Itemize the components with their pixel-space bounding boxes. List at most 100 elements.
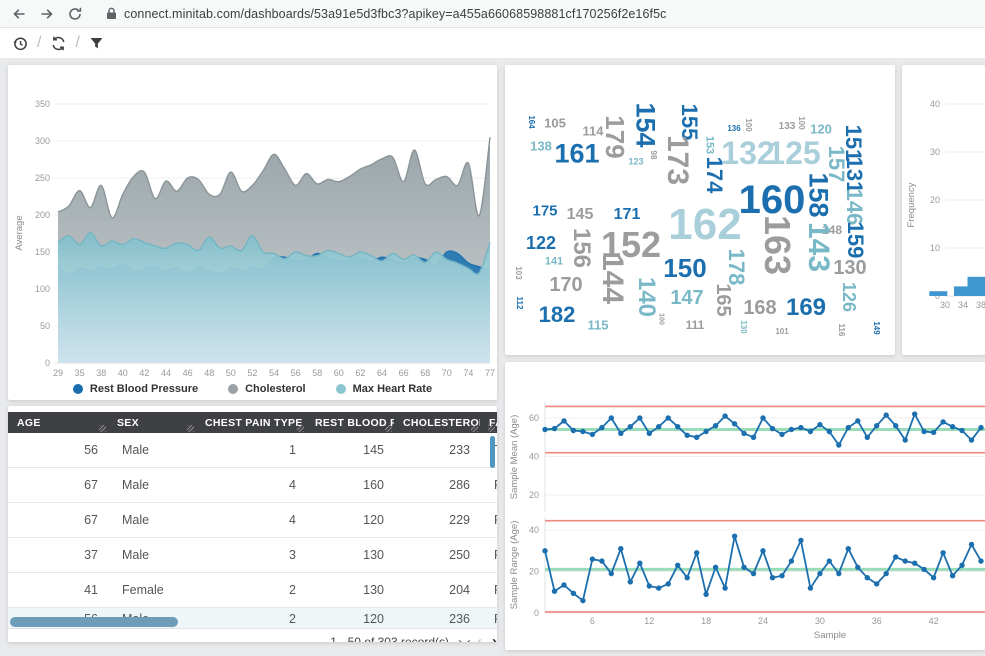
svg-text:0: 0 xyxy=(45,358,50,368)
wordcloud-word: 145 xyxy=(566,206,594,223)
refresh-button[interactable] xyxy=(46,31,70,55)
browser-back-button[interactable] xyxy=(8,3,30,25)
table-row[interactable]: 67 Male 4 160 286 Fa xyxy=(8,468,497,503)
svg-text:Sample: Sample xyxy=(814,630,846,641)
svg-text:60: 60 xyxy=(334,368,344,378)
legend-item-max-heart-rate[interactable]: Max Heart Rate xyxy=(335,383,432,395)
wordcloud-word: 173 xyxy=(661,134,694,186)
table-cell: Male xyxy=(122,443,150,457)
column-header-sex[interactable]: SEX xyxy=(108,412,196,433)
svg-text:48: 48 xyxy=(204,368,214,378)
url-text[interactable]: connect.minitab.com/dashboards/53a91e5d3… xyxy=(124,6,667,21)
xbar-r-chart: 20 40 60 Sample Mean (Age) 0 20 40 Sample Range… xyxy=(509,402,985,641)
wordcloud-word: 123 xyxy=(628,156,644,167)
svg-text:35: 35 xyxy=(75,368,85,378)
svg-text:100: 100 xyxy=(35,284,50,294)
column-header-fas[interactable]: FAS xyxy=(480,412,497,433)
area-chart: 0 50 100 150 200 250 300 350 Average 29 35 38 40 42 44… xyxy=(14,99,495,378)
svg-text:0: 0 xyxy=(534,608,539,618)
wordcloud-word: 163 xyxy=(757,214,798,276)
legend-label: Cholesterol xyxy=(245,383,306,395)
back-arrow-icon xyxy=(13,8,25,19)
wordcloud-word: 100 xyxy=(797,116,806,130)
table-cell: Fa xyxy=(480,503,497,537)
wordcloud-word: 168 xyxy=(743,297,777,319)
horizontal-scrollbar-thumb[interactable] xyxy=(10,617,178,627)
control-chart-panel: 20 40 60 Sample Mean (Age) 0 20 40 Sample Range… xyxy=(505,362,985,650)
prev-page-button[interactable]: ‹ xyxy=(477,633,482,642)
svg-text:50: 50 xyxy=(226,368,236,378)
url-box[interactable]: connect.minitab.com/dashboards/53a91e5d3… xyxy=(106,7,667,21)
table-cell: Fa xyxy=(480,468,497,502)
table-cell: 229 xyxy=(449,513,470,527)
page-size-chevron-down-icon[interactable] xyxy=(458,634,471,642)
wordcloud-word: 130 xyxy=(833,257,867,279)
svg-text:Average: Average xyxy=(14,215,25,250)
table-cell: 286 xyxy=(449,478,470,492)
table-cell: 41 xyxy=(84,583,98,597)
dashboard-canvas: 0 50 100 150 200 250 300 350 Average 29 35 38 40 42 44… xyxy=(0,58,985,656)
filter-button[interactable] xyxy=(85,31,109,55)
wordcloud-word: 144 xyxy=(596,253,629,305)
svg-text:20: 20 xyxy=(930,195,940,205)
wordcloud-word: 179 xyxy=(600,115,630,159)
legend-item-rest-blood-pressure[interactable]: Rest Blood Pressure xyxy=(72,383,198,395)
svg-text:10: 10 xyxy=(930,243,940,253)
table-cell: 236 xyxy=(449,612,470,626)
table-cell: 3 xyxy=(289,548,296,562)
table-cell: Tr xyxy=(480,433,497,467)
svg-text:250: 250 xyxy=(35,173,50,183)
record-count-label: 1 - 50 of 303 record(s) xyxy=(330,635,449,642)
legend-dot xyxy=(335,384,346,394)
browser-address-bar: connect.minitab.com/dashboards/53a91e5d3… xyxy=(0,0,985,28)
wordcloud-word: 169 xyxy=(785,294,827,321)
svg-text:20: 20 xyxy=(529,567,539,577)
legend-item-cholesterol[interactable]: Cholesterol xyxy=(228,383,306,395)
svg-text:24: 24 xyxy=(758,616,768,626)
svg-text:Sample Range (Age): Sample Range (Age) xyxy=(509,521,520,610)
column-header-chest-pain-type[interactable]: CHEST PAIN TYPE xyxy=(196,412,306,433)
browser-forward-button[interactable] xyxy=(36,3,58,25)
wordcloud-word: 150 xyxy=(663,253,707,283)
svg-text:68: 68 xyxy=(420,368,430,378)
svg-text:36: 36 xyxy=(872,616,882,626)
toolbar-separator: / xyxy=(75,34,80,51)
svg-text:74: 74 xyxy=(463,368,473,378)
table-row[interactable]: 37 Male 3 130 250 Fa xyxy=(8,538,497,573)
table-cell: 250 xyxy=(449,548,470,562)
svg-text:77: 77 xyxy=(485,368,495,378)
vertical-scrollbar-thumb[interactable] xyxy=(490,436,495,468)
column-header-cholesterol[interactable]: CHOLESTEROL xyxy=(394,412,480,433)
table-cell: 67 xyxy=(84,513,98,527)
histogram-chart: 010203040Frequency303438 xyxy=(906,99,985,310)
svg-text:56: 56 xyxy=(291,368,301,378)
legend-dot xyxy=(72,384,83,394)
table-cell: 4 xyxy=(289,513,296,527)
svg-text:58: 58 xyxy=(312,368,322,378)
wordcloud-word: 115 xyxy=(587,317,609,333)
next-page-button[interactable]: › xyxy=(492,633,497,642)
wordcloud-word: 101 xyxy=(775,327,789,336)
svg-text:200: 200 xyxy=(35,210,50,220)
table-row[interactable]: 56 Male 1 145 233 Tr xyxy=(8,433,497,468)
svg-text:30: 30 xyxy=(930,147,940,157)
table-cell: 120 xyxy=(363,612,384,626)
browser-reload-button[interactable] xyxy=(64,3,86,25)
svg-text:30: 30 xyxy=(815,616,825,626)
wordcloud-word: 143 xyxy=(802,221,835,273)
table-row[interactable]: 41 Female 2 130 204 Fa xyxy=(8,573,497,608)
wordcloud-word: 156 xyxy=(568,227,595,269)
table-footer: 1 - 50 of 303 record(s) ‹ › xyxy=(8,628,497,642)
wordcloud-word: 116 xyxy=(837,323,846,337)
wordcloud-word: 160 xyxy=(738,178,806,222)
svg-text:20: 20 xyxy=(529,490,539,500)
wordcloud-word: 148 xyxy=(821,223,843,237)
svg-text:38: 38 xyxy=(96,368,106,378)
column-header-age[interactable]: AGE xyxy=(8,412,108,433)
histogram-panel: 010203040Frequency303438 xyxy=(902,65,985,355)
svg-text:46: 46 xyxy=(183,368,193,378)
history-button[interactable] xyxy=(8,31,32,55)
table-cell: 130 xyxy=(363,583,384,597)
column-header-rest-blood-press[interactable]: REST BLOOD PRESS... xyxy=(306,412,394,433)
table-row[interactable]: 67 Male 4 120 229 Fa xyxy=(8,503,497,538)
